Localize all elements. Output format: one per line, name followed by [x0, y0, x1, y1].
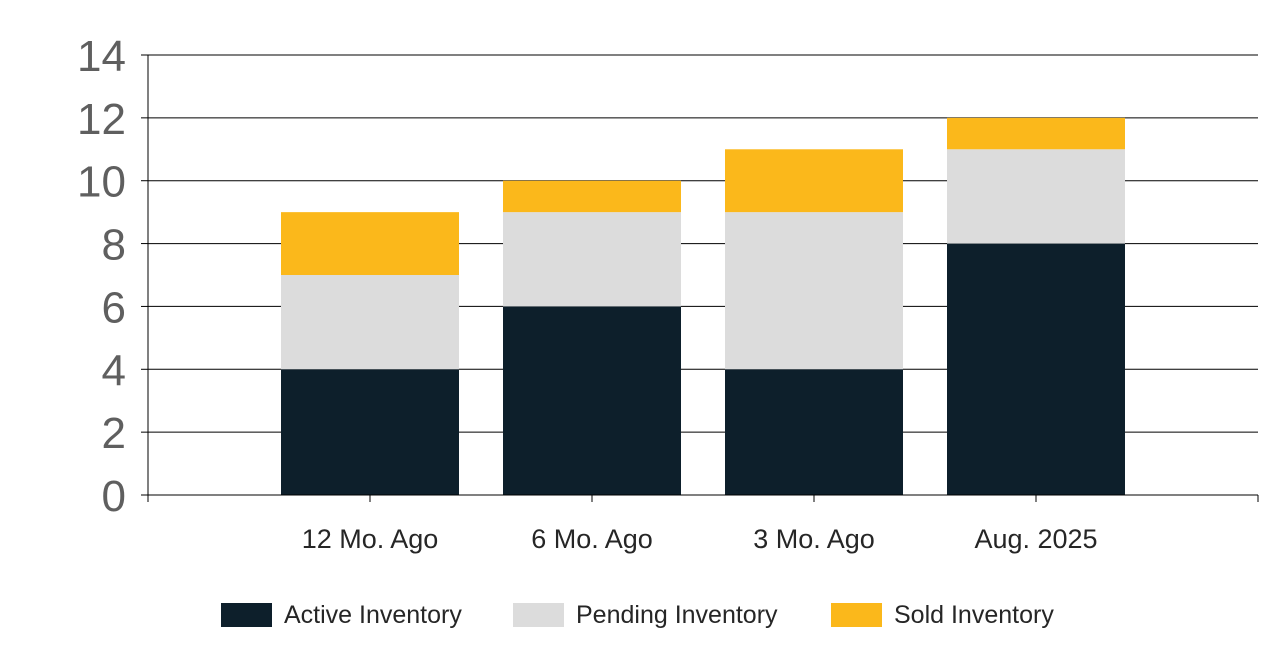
y-tick-label: 14 [77, 32, 126, 81]
x-tick-label: 12 Mo. Ago [302, 524, 439, 554]
y-tick-label: 12 [77, 95, 126, 144]
legend: Active Inventory Pending Inventory Sold In… [221, 601, 1054, 629]
legend-swatch-pending-inventory [513, 603, 564, 627]
y-tick-label: 6 [102, 283, 126, 332]
bar-sold-inventory-aug-2025 [947, 117, 1125, 150]
bar-sold-inventory-12-mo-ago [281, 212, 459, 275]
bar-pending-inventory-6-mo-ago [503, 212, 681, 307]
x-tick-label: 6 Mo. Ago [531, 524, 653, 554]
legend-swatch-active-inventory [221, 603, 272, 627]
legend-label-active-inventory: Active Inventory [284, 601, 462, 629]
bars [281, 117, 1125, 495]
x-tick-label: Aug. 2025 [974, 524, 1097, 554]
x-tick-labels: 12 Mo. Ago 6 Mo. Ago 3 Mo. Ago Aug. 2025 [302, 524, 1098, 554]
y-tick-label: 0 [102, 472, 126, 521]
bar-active-inventory-12-mo-ago [281, 369, 459, 495]
legend-swatch-sold-inventory [831, 603, 882, 627]
y-tick-label: 8 [102, 221, 126, 270]
bar-pending-inventory-aug-2025 [947, 149, 1125, 244]
legend-label-sold-inventory: Sold Inventory [894, 601, 1054, 629]
bar-active-inventory-aug-2025 [947, 243, 1125, 495]
x-tick-label: 3 Mo. Ago [753, 524, 875, 554]
bar-pending-inventory-12-mo-ago [281, 275, 459, 370]
bar-active-inventory-3-mo-ago [725, 369, 903, 495]
legend-label-pending-inventory: Pending Inventory [576, 601, 778, 629]
y-tick-label: 4 [102, 346, 126, 395]
y-tick-labels: 0 2 4 6 8 10 12 14 [77, 32, 126, 521]
bar-sold-inventory-6-mo-ago [503, 180, 681, 213]
bar-sold-inventory-3-mo-ago [725, 149, 903, 213]
bar-pending-inventory-3-mo-ago [725, 212, 903, 370]
y-tick-label: 10 [77, 158, 126, 207]
axes [141, 54, 1259, 502]
bar-active-inventory-6-mo-ago [503, 306, 681, 495]
y-tick-label: 2 [102, 409, 126, 458]
